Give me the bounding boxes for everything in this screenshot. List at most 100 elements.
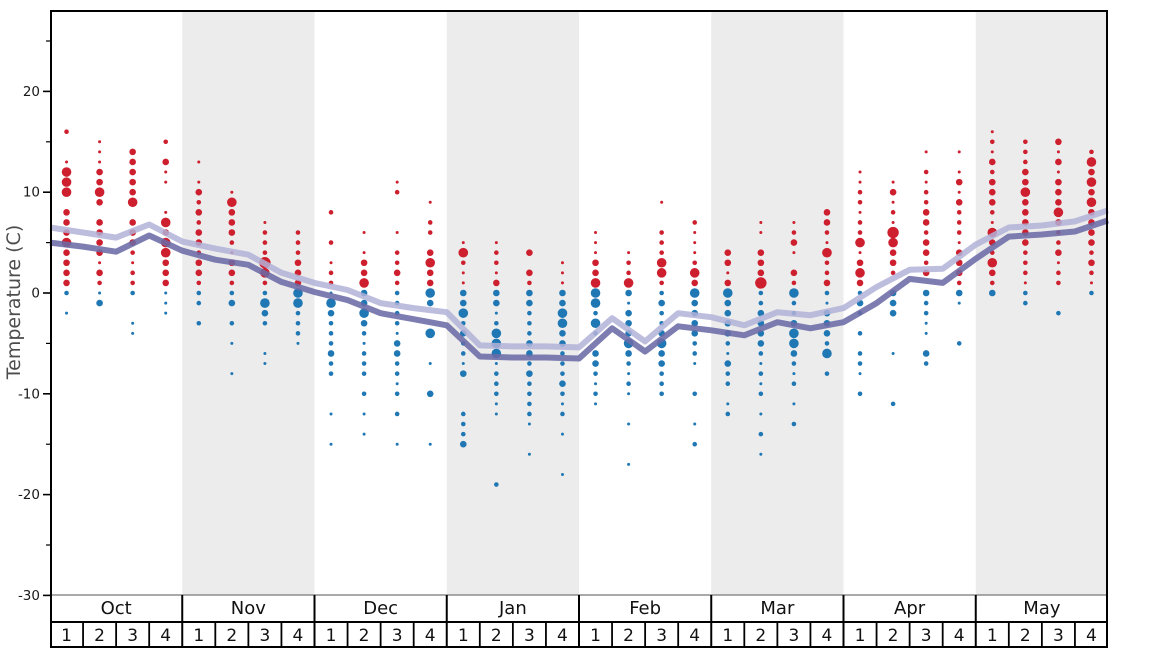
week-number-label: 3 — [921, 626, 932, 646]
min-temp-dot — [458, 308, 469, 318]
min-temp-dot — [262, 290, 268, 296]
max-temp-dot — [955, 178, 963, 186]
min-temp-dot — [757, 309, 765, 317]
max-temp-dot — [594, 241, 598, 245]
min-temp-dot — [459, 440, 467, 448]
min-temp-dot — [592, 360, 599, 367]
max-temp-dot — [790, 269, 798, 277]
min-temp-dot — [196, 320, 202, 326]
max-temp-dot — [1023, 139, 1028, 145]
min-temp-dot — [593, 371, 598, 376]
max-temp-dot — [1056, 170, 1060, 174]
min-temp-dot — [426, 390, 434, 398]
min-temp-dot — [955, 289, 963, 297]
max-temp-dot — [1055, 249, 1062, 256]
min-temp-dot — [889, 309, 897, 317]
max-temp-dot — [1022, 168, 1029, 176]
min-temp-dot — [625, 350, 632, 357]
min-temp-dot — [527, 391, 532, 397]
min-temp-dot — [560, 432, 564, 436]
min-temp-dot — [425, 288, 436, 298]
min-temp-dot — [1089, 290, 1094, 296]
max-temp-dot — [328, 240, 334, 245]
max-temp-dot — [96, 168, 103, 176]
min-temp-dot — [360, 319, 368, 327]
min-temp-dot — [693, 422, 697, 426]
max-temp-dot — [924, 180, 928, 184]
max-temp-dot — [1056, 150, 1060, 154]
max-temp-dot — [1055, 138, 1062, 146]
max-temp-dot — [362, 251, 366, 255]
max-temp-dot — [592, 269, 599, 277]
max-temp-dot — [857, 189, 863, 195]
max-temp-dot — [262, 240, 268, 245]
max-temp-dot — [295, 230, 301, 235]
max-temp-dot — [891, 180, 895, 184]
max-temp-dot — [724, 259, 732, 267]
min-temp-dot — [790, 350, 798, 357]
min-temp-dot — [460, 421, 466, 427]
min-temp-dot — [361, 331, 367, 336]
min-temp-dot — [328, 361, 334, 366]
max-temp-dot — [887, 226, 899, 239]
min-temp-dot — [922, 350, 930, 357]
max-temp-dot — [989, 139, 995, 145]
min-temp-dot — [196, 300, 202, 306]
max-temp-dot — [1056, 240, 1061, 245]
max-temp-dot — [824, 260, 830, 266]
max-temp-dot — [1088, 239, 1095, 246]
min-temp-dot — [560, 402, 564, 406]
min-temp-dot — [131, 331, 135, 335]
max-temp-dot — [825, 241, 829, 245]
week-number-label: 1 — [458, 626, 469, 646]
max-temp-dot — [494, 271, 498, 275]
min-temp-dot — [395, 382, 399, 386]
min-temp-dot — [759, 412, 763, 416]
min-temp-dot — [590, 288, 601, 298]
min-temp-dot — [627, 372, 631, 376]
min-temp-dot — [394, 411, 400, 417]
max-temp-dot — [988, 198, 996, 206]
week-number-label: 4 — [160, 626, 171, 646]
max-temp-dot — [757, 269, 765, 277]
min-temp-dot — [824, 371, 830, 376]
min-temp-dot — [857, 391, 863, 397]
max-temp-dot — [693, 231, 697, 235]
min-temp-dot — [229, 290, 235, 296]
week-number-label: 3 — [1053, 626, 1064, 646]
min-temp-dot — [560, 411, 565, 417]
min-temp-dot — [590, 298, 601, 308]
min-temp-dot — [1023, 300, 1028, 306]
max-temp-dot — [856, 259, 864, 267]
max-temp-dot — [1056, 261, 1060, 265]
max-temp-dot — [1088, 229, 1095, 236]
min-temp-dot — [395, 331, 399, 335]
max-temp-dot — [61, 187, 72, 197]
max-temp-dot — [956, 280, 962, 286]
min-temp-dot — [164, 311, 168, 315]
week-number-label: 1 — [987, 626, 998, 646]
week-number-label: 1 — [590, 626, 601, 646]
max-temp-dot — [426, 279, 434, 287]
min-temp-dot — [559, 289, 566, 297]
max-temp-dot — [230, 190, 234, 194]
max-temp-dot — [689, 268, 700, 278]
min-temp-dot — [924, 331, 928, 335]
min-temp-dot — [923, 310, 929, 316]
min-temp-dot — [393, 340, 401, 347]
y-tick-label: -30 — [18, 588, 40, 604]
min-temp-dot — [426, 299, 434, 307]
min-temp-dot — [922, 289, 930, 297]
max-temp-dot — [889, 259, 897, 267]
min-temp-dot — [460, 411, 466, 417]
min-temp-dot — [791, 300, 797, 306]
min-temp-dot — [691, 330, 699, 337]
max-temp-dot — [195, 259, 203, 267]
min-temp-dot — [560, 361, 565, 366]
max-temp-dot — [96, 198, 103, 206]
month-label: Feb — [629, 598, 661, 619]
max-temp-dot — [823, 279, 831, 287]
max-temp-dot — [923, 260, 929, 266]
max-temp-dot — [197, 160, 201, 164]
